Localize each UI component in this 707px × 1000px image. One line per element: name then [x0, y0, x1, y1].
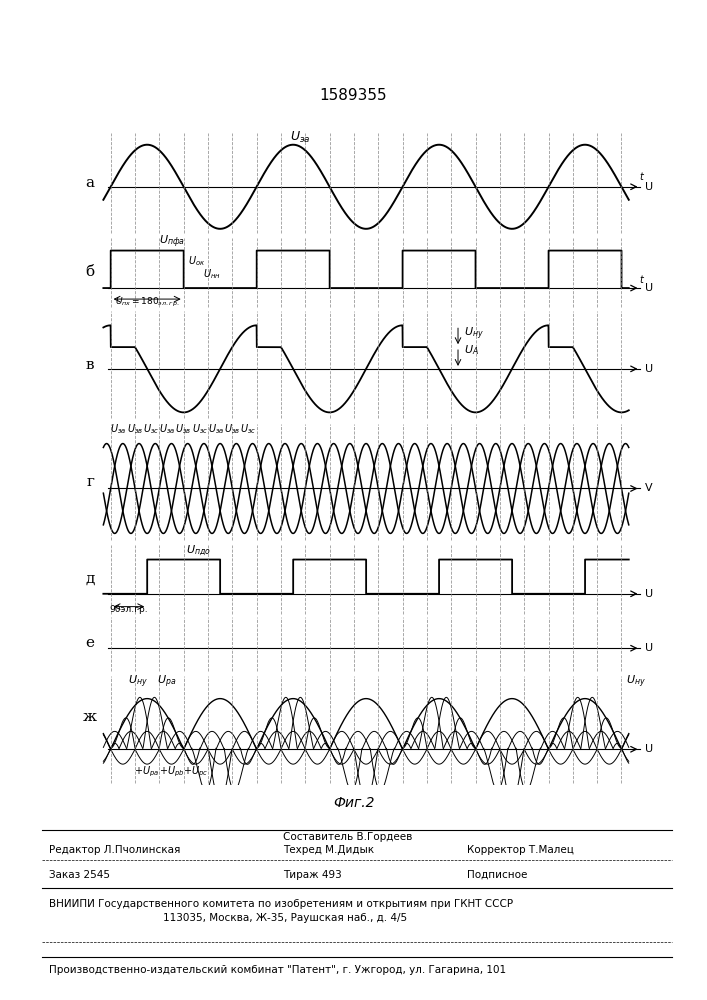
Text: U: U — [645, 744, 653, 754]
Text: $U_{эв}$: $U_{эв}$ — [175, 422, 192, 436]
Text: 1589355: 1589355 — [320, 88, 387, 103]
Text: Составитель В.Гордеев: Составитель В.Гордеев — [283, 832, 412, 842]
Text: $U_{пфа}$: $U_{пфа}$ — [159, 233, 185, 250]
Text: $U_{ок}$: $U_{ок}$ — [188, 254, 205, 268]
Text: U: U — [645, 283, 653, 293]
Text: Редактор Л.Пчолинская: Редактор Л.Пчолинская — [49, 845, 181, 855]
Text: Техред М.Дидык: Техред М.Дидык — [283, 845, 374, 855]
Text: $U_{нн}$: $U_{нн}$ — [203, 267, 221, 281]
Text: ж: ж — [83, 710, 98, 724]
Text: $+U_{рb}$: $+U_{рb}$ — [158, 765, 185, 779]
Text: $U_{эа}$: $U_{эа}$ — [290, 130, 311, 145]
Text: $U_{эс}$: $U_{эс}$ — [240, 422, 257, 436]
Text: $U_{ну}$: $U_{ну}$ — [128, 673, 148, 690]
Text: $+U_{рс}$: $+U_{рс}$ — [183, 765, 209, 779]
Text: U: U — [645, 643, 653, 653]
Text: Тираж 493: Тираж 493 — [283, 870, 341, 880]
Text: $U_{пдо}$: $U_{пдо}$ — [186, 543, 211, 558]
Text: $U_{ну}$: $U_{ну}$ — [626, 673, 646, 690]
Text: а: а — [86, 176, 95, 190]
Text: д: д — [86, 572, 95, 586]
Text: U: U — [645, 364, 653, 374]
Text: $U_{эв}$: $U_{эв}$ — [224, 422, 240, 436]
Text: U: U — [645, 589, 653, 599]
Text: Фиг.2: Фиг.2 — [333, 796, 374, 810]
Text: е: е — [86, 636, 95, 650]
Text: Заказ 2545: Заказ 2545 — [49, 870, 110, 880]
Text: 113035, Москва, Ж-35, Раушская наб., д. 4/5: 113035, Москва, Ж-35, Раушская наб., д. … — [163, 913, 407, 923]
Text: 90эл.гр.: 90эл.гр. — [110, 605, 148, 614]
Text: Корректор Т.Малец: Корректор Т.Малец — [467, 845, 573, 855]
Text: б: б — [86, 265, 95, 279]
Text: $t$: $t$ — [639, 273, 645, 285]
Text: $t$: $t$ — [639, 170, 645, 182]
Text: $U_{A}$: $U_{A}$ — [464, 344, 479, 357]
Text: V: V — [645, 483, 653, 493]
Text: Производственно-издательский комбинат "Патент", г. Ужгород, ул. Гагарина, 101: Производственно-издательский комбинат "П… — [49, 965, 507, 975]
Text: в: в — [86, 358, 95, 372]
Text: $U_{ра}$: $U_{ра}$ — [157, 673, 176, 690]
Text: Подписное: Подписное — [467, 870, 527, 880]
Text: $U_{пх}=180_{эл.гр.}$: $U_{пх}=180_{эл.гр.}$ — [115, 296, 180, 309]
Text: $U_{эа}$: $U_{эа}$ — [110, 422, 127, 436]
Text: $U_{эс}$: $U_{эс}$ — [143, 422, 160, 436]
Text: U: U — [645, 182, 653, 192]
Text: $U_{эс}$: $U_{эс}$ — [192, 422, 208, 436]
Text: $U_{эа}$: $U_{эа}$ — [159, 422, 176, 436]
Text: $+U_{ра}$: $+U_{ра}$ — [134, 765, 160, 779]
Text: $U_{ну}$: $U_{ну}$ — [464, 326, 484, 342]
Text: г: г — [86, 475, 94, 489]
Text: $U_{эв}$: $U_{эв}$ — [127, 422, 144, 436]
Text: $U_{эа}$: $U_{эа}$ — [208, 422, 224, 436]
Text: ВНИИПИ Государственного комитета по изобретениям и открытиям при ГКНТ СССР: ВНИИПИ Государственного комитета по изоб… — [49, 899, 513, 909]
